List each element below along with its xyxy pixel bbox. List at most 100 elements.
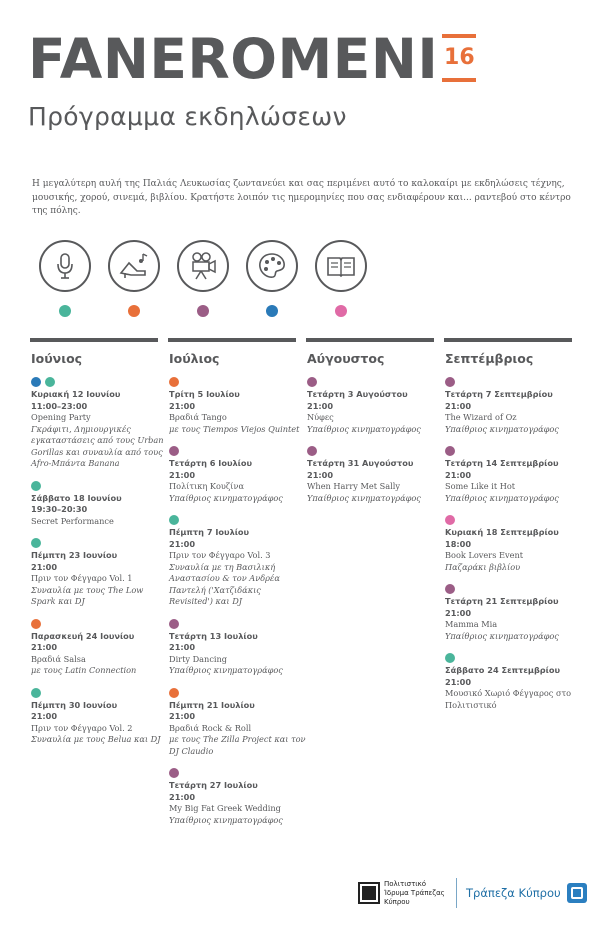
event-title: Μουσικό Χωριό Φέγγαρος στο Πολιτιστικό [445,688,572,710]
event-date: Τετάρτη 3 Αυγούστου [307,389,408,399]
footer-divider [456,878,457,908]
event-item: Τετάρτη 27 Ιουλίου 21:00 My Big Fat Greek … [168,768,306,826]
event-category-dots [169,618,306,629]
intro-text: Η μεγαλύτερη αυλή της Παλιάς Λευκωσίας ζ… [32,179,571,216]
event-subtitle: Γκράφιτι, Δημιουργικές εγκαταστάσεις από… [31,423,164,469]
event-subtitle: Υπαίθριος κινηματογράφος [445,423,559,434]
event-category-dots [31,538,168,548]
event-category-dots [169,446,306,456]
category-dot [169,446,179,456]
category-color-dot [334,305,347,317]
event-item: Σάββατο 18 Ιουνίου 19:30–20:30 Secret Perf… [30,480,168,528]
category-dot [45,377,55,387]
foundation-name: Πολιτιστικό Ίδρυμα Τράπεζας Κύπρου [384,879,445,906]
category-dot [169,687,179,698]
event-subtitle: Παζαράκι βιβλίου [445,561,521,572]
event-category-dots [169,515,306,525]
event-time: 21:00 [31,711,58,721]
event-time: 21:00 [169,538,196,549]
month-title: Σεπτέμβριος [445,351,534,366]
event-item: Τετάρτη 21 Σεπτεμβρίου 21:00 Mamma Mia Υπαί… [444,584,582,642]
category-dot [31,538,41,548]
category-dot [31,618,41,629]
event-subtitle: Υπαίθριος κινηματογράφος [307,492,421,503]
event-time: 21:00 [445,676,472,687]
event-item: Κυριακή 18 Σεπτεμβρίου 18:00 Book Lovers E… [444,515,582,573]
event-item: Πέμπτη 23 Ιουνίου 21:00 Πριν τον Φέγγαρο V… [30,538,168,608]
brand-title: FANEROMENI [28,27,439,91]
event-date: Τετάρτη 14 Σεπτεμβρίου [445,458,559,468]
footer-sponsors: Πολιτιστικό Ίδρυμα Τράπεζας Κύπρου Τράπε… [358,878,587,908]
event-date: Τετάρτη 13 Ιουλίου [169,630,258,641]
event-title: Secret Performance [31,515,114,526]
event-item: Πέμπτη 7 Ιουλίου 21:00 Πριν τον Φέγγαρο Vo… [168,515,306,608]
event-category-dots [31,480,168,491]
event-item: Πέμπτη 30 Ιουνίου 21:00 Πριν τον Φέγγαρο V… [30,687,168,746]
event-title: The Wizard of Oz [445,412,517,422]
event-subtitle: Υπαίθριος κινηματογράφος [445,630,559,641]
category-dot [307,446,317,456]
event-date: Σάββατο 18 Ιουνίου [31,492,122,503]
event-item: Τετάρτη 31 Αυγούστου 21:00 When Harry Met … [306,446,444,504]
event-category-dots [445,446,582,456]
category-art [237,240,306,317]
event-subtitle: με τους Latin Connection [31,665,137,675]
book-icon [314,240,367,292]
header: FANEROMENI 16 Πρόγραμμα εκδηλώσεων [28,28,576,131]
month-title: Αύγουστος [307,351,385,366]
category-cinema [168,240,237,317]
column-rule [444,338,572,342]
dance-shoe-icon [107,240,160,292]
schedule-columns: Ιούνιος Κυριακή 12 Ιουνίου 11:00–23:00 Open… [30,338,582,837]
event-date: Πέμπτη 21 Ιουλίου [169,699,255,710]
event-subtitle: Υπαίθριος κινηματογράφος [307,423,421,434]
event-subtitle: Συναυλία με τους The Low Spark και DJ [31,584,144,607]
event-time: 21:00 [445,607,472,618]
event-date: Τετάρτη 6 Ιουλίου [169,458,253,468]
category-dot [169,618,179,629]
event-title: Νύφες [307,412,334,422]
category-books [306,240,375,317]
category-dot [31,687,41,698]
month-column: Ιούλιος Τρίτη 5 Ιουλίου 21:00 Βραδιά Tango μ… [168,338,306,837]
category-color-dot [127,305,140,317]
event-category-dots [169,768,306,778]
category-dance [99,240,168,317]
event-category-dots [445,377,582,387]
column-rule [306,338,434,342]
event-title: Πριν τον Φέγγαρο Vol. 2 [31,722,133,733]
event-date: Σάββατο 24 Σεπτεμβρίου [445,665,561,675]
category-dot [169,768,179,778]
category-music [30,240,99,317]
event-title: Opening Party [31,412,91,422]
event-category-dots [169,687,306,698]
event-date: Παρασκευή 24 Ιουνίου [31,630,135,641]
category-dot [445,515,455,525]
event-item: Τετάρτη 3 Αυγούστου 21:00 Νύφες Υπαίθριος κ… [306,377,444,435]
month-column: Αύγουστος Τετάρτη 3 Αυγούστου 21:00 Νύφες Υπ… [306,338,444,837]
event-date: Τετάρτη 7 Σεπτεμβρίου [445,389,553,399]
category-dot [445,653,455,663]
event-time: 21:00 [169,791,196,802]
event-date: Πέμπτη 7 Ιουλίου [169,527,250,537]
month-title: Ιούλιος [169,351,220,366]
event-date: Κυριακή 18 Σεπτεμβρίου [445,527,559,537]
event-category-dots [307,446,444,456]
category-dot [445,584,455,594]
microphone-icon [38,240,91,292]
event-title: My Big Fat Greek Wedding [169,803,281,813]
bank-logo-icon [566,883,587,903]
palette-icon [245,240,298,292]
event-category-dots [307,377,444,387]
event-time: 21:00 [445,469,472,480]
event-item: Τετάρτη 6 Ιουλίου 21:00 Πολίτικη Κουζίνα Υπ… [168,446,306,504]
event-item: Κυριακή 12 Ιουνίου 11:00–23:00 Opening Par… [30,377,168,470]
event-time: 21:00 [31,642,58,652]
event-time: 19:30–20:30 [31,504,88,514]
bank-name: Τράπεζα Κύπρου [466,886,561,900]
event-title: Mamma Mia [445,619,498,629]
event-subtitle: Υπαίθριος κινηματογράφος [169,492,283,503]
event-time: 21:00 [445,400,472,411]
event-title: Πριν τον Φέγγαρο Vol. 1 [31,573,133,583]
event-subtitle: με τους The Zilla Project και τον DJ Cla… [169,734,306,756]
